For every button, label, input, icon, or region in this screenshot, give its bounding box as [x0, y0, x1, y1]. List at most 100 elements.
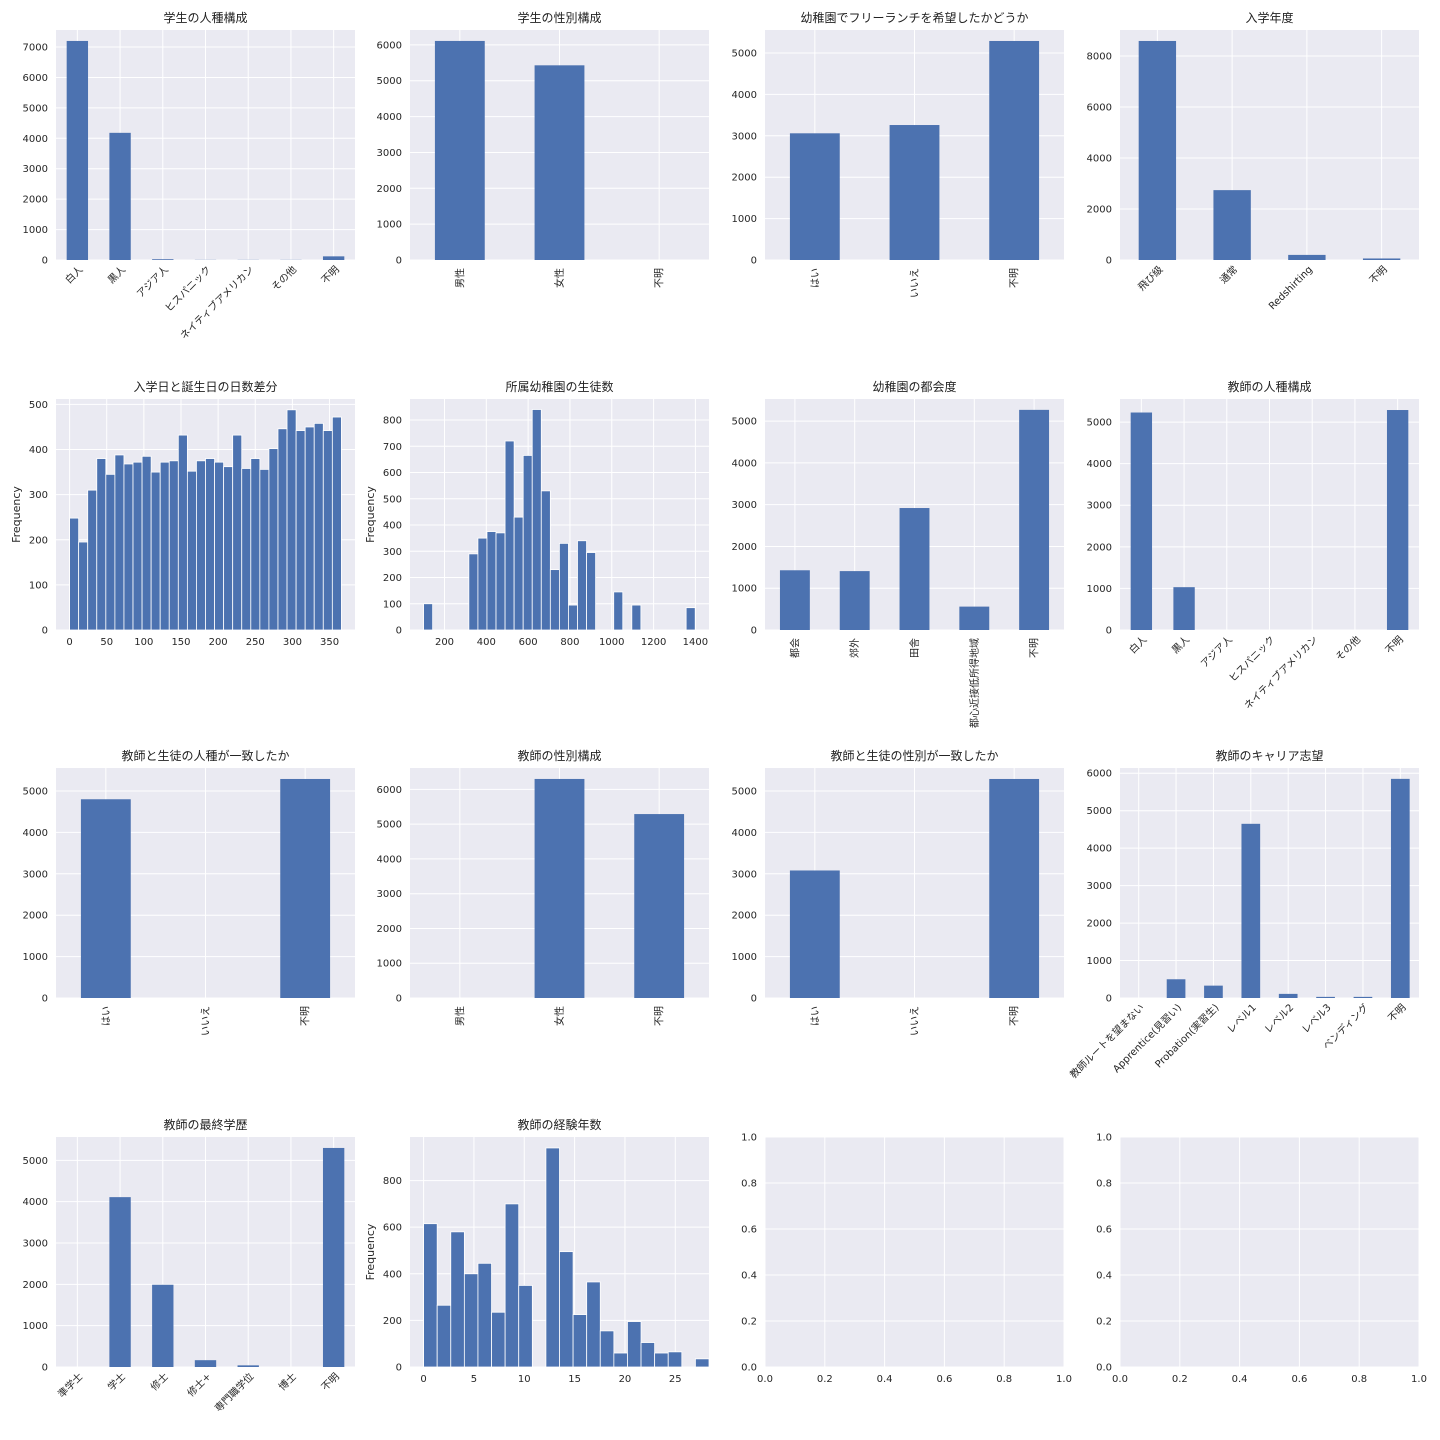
- y-tick-label: 6000: [1087, 103, 1112, 114]
- histogram-bar: [631, 604, 642, 631]
- histogram-bar: [613, 591, 624, 631]
- y-axis-label: Frequency: [364, 486, 377, 543]
- chart-title: 教師の経験年数: [517, 1117, 601, 1132]
- axes-background: [1120, 1137, 1419, 1367]
- chart-10: 0 1000 2000 3000 4000 5000 6000 男性 女性 不明 教師の性別構成: [377, 748, 709, 1026]
- histogram-bar: [214, 461, 225, 631]
- histogram-bar: [436, 1304, 452, 1368]
- y-tick-label: 1000: [732, 952, 757, 963]
- histogram-bar: [313, 422, 324, 631]
- y-tick-label: 200: [29, 535, 48, 546]
- x-tick-label: 白人: [62, 263, 85, 286]
- chart-title: 教師の性別構成: [517, 748, 601, 763]
- y-tick-label: 0.2: [1096, 1317, 1112, 1328]
- bar: [1386, 410, 1409, 630]
- chart-6: 0 100 200 300 400 500 600 700 800 200 400 600 800 100…: [364, 379, 709, 648]
- x-tick-label: 都心近接低所得地域: [968, 638, 981, 728]
- histogram-bar: [522, 455, 533, 631]
- histogram-bar: [268, 448, 279, 631]
- histogram-bar: [558, 542, 569, 631]
- x-tick-label: 白人: [1126, 633, 1149, 656]
- x-tick-label: 0.0: [757, 1374, 773, 1385]
- x-tick-label: Probation(実習生): [1152, 1001, 1222, 1071]
- histogram-bar: [477, 1262, 492, 1368]
- y-tick-label: 300: [383, 547, 402, 558]
- x-tick-label: 通常: [1217, 263, 1240, 286]
- bar: [779, 570, 810, 630]
- histogram-bar: [150, 471, 161, 631]
- histogram-bar: [627, 1321, 642, 1368]
- y-tick-label: 0.4: [1096, 1271, 1112, 1282]
- histogram-bar: [531, 409, 542, 631]
- x-tick-label: 修士+: [184, 1370, 213, 1399]
- chart-title: 教師のキャリア志望: [1215, 748, 1323, 763]
- y-tick-label: 0: [396, 994, 402, 1005]
- bar: [959, 606, 990, 630]
- x-tick-label: 黒人: [106, 264, 129, 287]
- bar: [989, 778, 1040, 998]
- histogram-bar: [69, 517, 80, 631]
- y-tick-label: 6000: [377, 40, 402, 51]
- y-tick-label: 800: [383, 1176, 402, 1187]
- x-tick-label: 不明: [1029, 638, 1041, 658]
- histogram-bar: [540, 490, 551, 631]
- x-tick-label: 不明: [654, 268, 666, 288]
- histogram-bar: [177, 434, 188, 631]
- y-tick-label: 3000: [377, 889, 402, 900]
- x-tick-label: いいえ: [200, 1006, 212, 1036]
- y-tick-label: 200: [383, 1316, 402, 1327]
- bar: [152, 259, 174, 260]
- x-tick-label: 250: [246, 637, 265, 648]
- histogram-bar: [491, 1311, 506, 1368]
- y-tick-label: 0: [42, 256, 48, 267]
- y-tick-label: 1000: [377, 959, 402, 970]
- x-tick-label: レベル3: [1299, 1002, 1333, 1036]
- histogram-bar: [685, 607, 696, 631]
- x-tick-label: 0.8: [1351, 1374, 1367, 1385]
- x-tick-label: Apprentice(見習い): [1111, 1002, 1185, 1076]
- y-tick-label: 5000: [377, 76, 402, 87]
- y-tick-label: 1.0: [1096, 1133, 1112, 1144]
- x-tick-label: 不明: [1009, 1006, 1021, 1026]
- histogram-bar: [295, 430, 306, 631]
- y-tick-label: 400: [29, 445, 48, 456]
- histogram-bar: [223, 466, 234, 631]
- bar: [1353, 996, 1373, 998]
- x-tick-label: 0.4: [1232, 1374, 1248, 1385]
- histogram-bar: [572, 1314, 588, 1368]
- y-tick-label: 5000: [732, 786, 757, 797]
- bar: [1166, 979, 1186, 998]
- histogram-bar: [468, 553, 479, 631]
- y-tick-label: 1000: [1087, 584, 1112, 595]
- y-tick-label: 1000: [732, 214, 757, 225]
- x-tick-label: 25: [669, 1374, 682, 1385]
- y-tick-label: 1000: [23, 1321, 48, 1332]
- y-tick-label: 2000: [23, 1280, 48, 1291]
- x-tick-label: 不明: [1367, 264, 1390, 287]
- y-tick-label: 0: [396, 626, 402, 637]
- x-tick-label: 不明: [319, 1371, 342, 1394]
- y-tick-label: 4000: [23, 1197, 48, 1208]
- x-tick-label: 300: [283, 637, 302, 648]
- histogram-bar: [232, 434, 243, 631]
- x-tick-label: 15: [568, 1374, 581, 1385]
- y-tick-label: 5000: [377, 820, 402, 831]
- y-tick-label: 4000: [377, 112, 402, 123]
- x-tick-label: アジア人: [134, 264, 170, 300]
- bar: [789, 870, 840, 998]
- x-tick-label: 男性: [453, 1006, 466, 1026]
- x-tick-label: 0.2: [817, 1374, 833, 1385]
- histogram-bar: [586, 1281, 601, 1368]
- y-tick-label: 4000: [732, 828, 757, 839]
- histogram-bar: [78, 541, 89, 631]
- histogram-bar: [96, 458, 107, 631]
- axes-background: [1120, 768, 1419, 998]
- y-tick-label: 0.4: [741, 1271, 757, 1282]
- y-tick-label: 5000: [1087, 418, 1112, 429]
- y-tick-label: 2000: [1087, 919, 1112, 930]
- x-tick-label: 修士: [148, 1370, 171, 1393]
- bar: [1241, 823, 1261, 998]
- y-tick-label: 0: [396, 1363, 402, 1374]
- x-tick-label: 0.8: [996, 1374, 1012, 1385]
